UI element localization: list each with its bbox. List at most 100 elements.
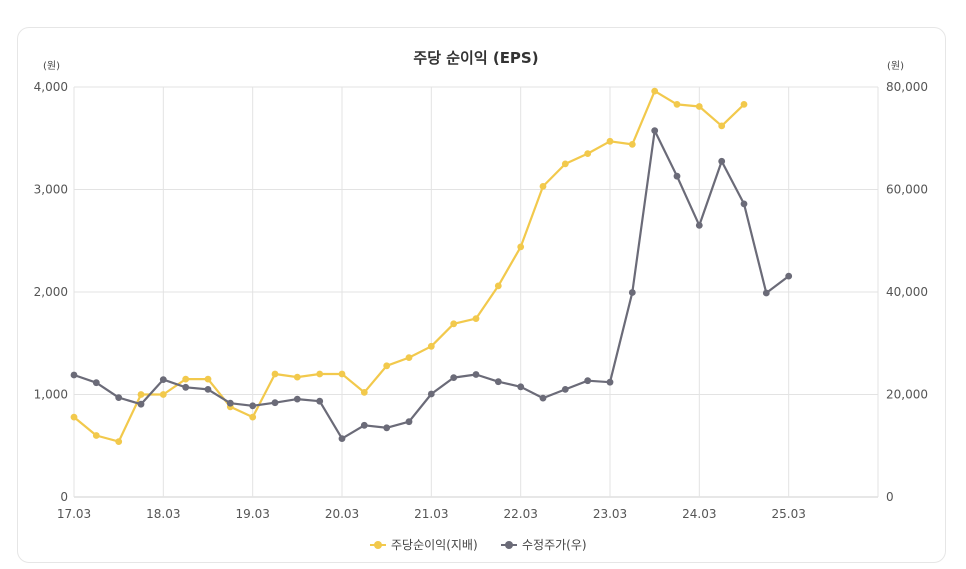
right-tick-label: 40,000 — [886, 285, 928, 299]
eps-point — [182, 375, 190, 383]
x-tick-label: 21.03 — [414, 507, 448, 521]
eps-point — [651, 87, 659, 95]
eps-point — [70, 413, 78, 421]
x-tick-label: 19.03 — [235, 507, 269, 521]
legend-marker-price — [505, 541, 513, 549]
eps-point — [740, 101, 748, 108]
eps-point — [338, 370, 346, 378]
eps-point — [249, 413, 257, 421]
price-point — [115, 394, 123, 401]
price-point — [584, 377, 592, 385]
grid — [73, 86, 879, 498]
left-tick-label: 0 — [60, 490, 68, 504]
price-point — [226, 399, 234, 407]
x-tick-label: 20.03 — [325, 507, 359, 521]
price-point — [182, 383, 190, 391]
price-point — [383, 424, 391, 432]
series-eps — [70, 87, 748, 445]
price-point — [539, 394, 547, 402]
x-tick-label: 18.03 — [146, 507, 180, 521]
price-point — [204, 386, 212, 393]
price-point — [740, 200, 748, 208]
eps-point — [271, 370, 279, 378]
eps-point — [204, 375, 212, 383]
price-point — [561, 386, 569, 393]
x-tick-label: 22.03 — [503, 507, 537, 521]
right-tick-label: 0 — [886, 490, 894, 504]
eps-point — [383, 362, 391, 370]
eps-point — [561, 160, 569, 168]
left-tick-label: 2,000 — [34, 285, 68, 299]
price-point — [293, 395, 301, 403]
eps-point — [450, 320, 458, 328]
eps-point — [606, 137, 614, 145]
price-point — [92, 379, 100, 387]
eps-point — [628, 141, 636, 148]
price-point — [360, 421, 368, 429]
eps-point — [159, 391, 167, 398]
price-point — [472, 371, 480, 378]
legend-label-price: 수정주가(우) — [522, 538, 587, 552]
x-tick-label: 25.03 — [771, 507, 805, 521]
eps-point — [472, 315, 480, 322]
x-tick-label: 24.03 — [682, 507, 716, 521]
right-tick-label: 80,000 — [886, 80, 928, 94]
price-point — [427, 390, 435, 398]
legend: 주당순이익(지배) 수정주가(우) — [370, 538, 587, 552]
eps-point — [316, 370, 324, 378]
chart-card — [17, 27, 946, 563]
chart-title: 주당 순이익 (EPS) — [413, 49, 538, 67]
eps-point — [427, 342, 435, 350]
price-point — [718, 157, 726, 165]
price-point — [405, 418, 413, 426]
left-axis-ticks: 4,000 3,000 2,000 1,000 0 — [34, 80, 68, 504]
price-point — [70, 371, 78, 379]
series-group — [70, 87, 793, 445]
price-point — [271, 399, 279, 407]
right-axis-ticks: 80,000 60,000 40,000 20,000 0 — [886, 80, 928, 504]
price-point — [249, 402, 257, 410]
price-point — [695, 222, 703, 229]
price-point — [628, 289, 636, 296]
eps-line — [73, 89, 745, 443]
series-price — [70, 127, 793, 442]
price-point — [316, 397, 324, 405]
price-point — [159, 376, 167, 383]
eps-point — [517, 243, 525, 251]
right-tick-label: 60,000 — [886, 183, 928, 197]
eps-point — [718, 122, 726, 130]
x-tick-label: 23.03 — [593, 507, 627, 521]
right-tick-label: 20,000 — [886, 388, 928, 402]
price-point — [673, 172, 681, 180]
left-tick-label: 4,000 — [34, 80, 68, 94]
eps-point — [584, 150, 592, 158]
legend-marker-eps — [374, 541, 382, 549]
eps-point — [673, 101, 681, 108]
eps-point — [137, 391, 145, 398]
eps-point — [494, 282, 502, 290]
right-axis-unit: (원) — [887, 60, 904, 72]
price-point — [651, 127, 659, 134]
legend-label-eps: 주당순이익(지배) — [391, 538, 478, 552]
left-tick-label: 3,000 — [34, 183, 68, 197]
eps-point — [293, 373, 301, 381]
price-point — [517, 383, 525, 391]
eps-point — [360, 389, 368, 396]
eps-point — [695, 103, 703, 110]
price-point — [450, 374, 458, 381]
left-axis-unit: (원) — [43, 60, 60, 72]
price-point — [785, 272, 793, 280]
eps-point — [115, 438, 123, 445]
x-tick-label: 17.03 — [57, 507, 91, 521]
eps-point — [92, 432, 100, 439]
price-point — [137, 400, 145, 408]
x-axis-ticks: 17.03 18.03 19.03 20.03 21.03 22.03 23.03 24.03… — [57, 507, 806, 521]
price-point — [338, 435, 346, 442]
price-point — [494, 378, 502, 386]
price-point — [762, 289, 770, 297]
eps-point — [405, 354, 413, 361]
left-tick-label: 1,000 — [34, 388, 68, 402]
price-point — [606, 378, 614, 386]
eps-point — [539, 183, 547, 190]
